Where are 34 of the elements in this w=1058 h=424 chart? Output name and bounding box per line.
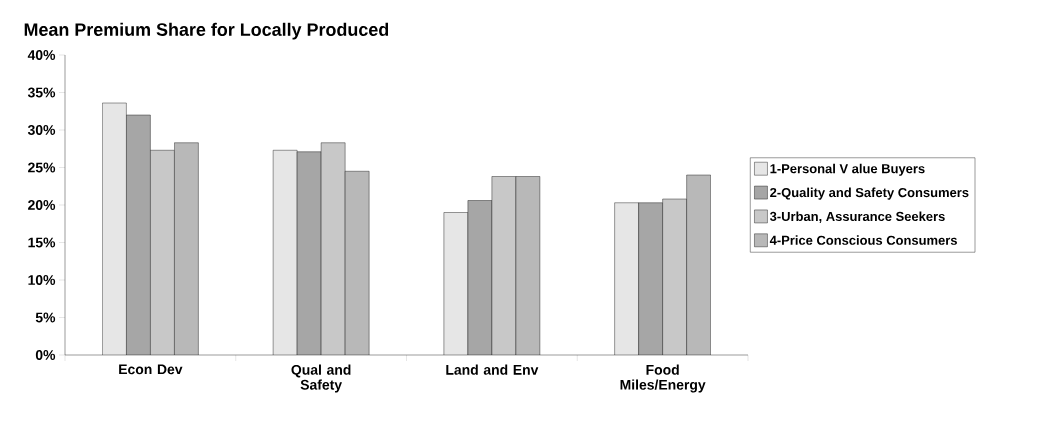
bar	[345, 171, 370, 355]
bar	[638, 202, 663, 355]
y-tick-label: 40%	[27, 50, 56, 60]
bar	[614, 202, 639, 355]
bar	[467, 200, 492, 355]
bar	[321, 142, 346, 355]
bar	[491, 176, 516, 355]
y-tick-label: 5%	[35, 312, 56, 323]
x-tick-label: Econ Dev	[119, 364, 183, 375]
y-tick-label: 35%	[27, 87, 56, 98]
bar	[443, 212, 468, 355]
legend-label: 3-Urban, Assurance Seekers	[769, 211, 945, 223]
legend-label: 4-Price Conscious Consumers	[769, 235, 957, 245]
legend-label: 2-Quality and Safety Consumers	[770, 187, 969, 200]
y-tick-label: 25%	[28, 162, 56, 173]
y-tick-label: 20%	[28, 200, 56, 210]
y-tick-label: 0%	[35, 350, 56, 360]
bar	[297, 151, 322, 355]
bar	[515, 176, 540, 355]
chart-title: Mean Premium Share for Locally Produced	[24, 22, 389, 40]
x-tick-label: Food Miles/Energy	[620, 364, 706, 393]
x-tick-label: Qual and Safety	[291, 364, 351, 393]
legend-label: 1-Personal V alue Buyers	[770, 163, 925, 176]
x-tick-label: Land and Env	[446, 364, 539, 375]
bar	[174, 142, 199, 355]
bar	[102, 103, 127, 355]
bar	[662, 198, 687, 355]
y-tick-label: 30%	[27, 125, 56, 135]
bar	[150, 150, 175, 355]
y-tick-label: 15%	[28, 237, 56, 248]
y-tick-label: 10%	[28, 275, 56, 285]
bar	[273, 150, 298, 355]
bar	[126, 115, 151, 355]
bar	[686, 174, 711, 355]
